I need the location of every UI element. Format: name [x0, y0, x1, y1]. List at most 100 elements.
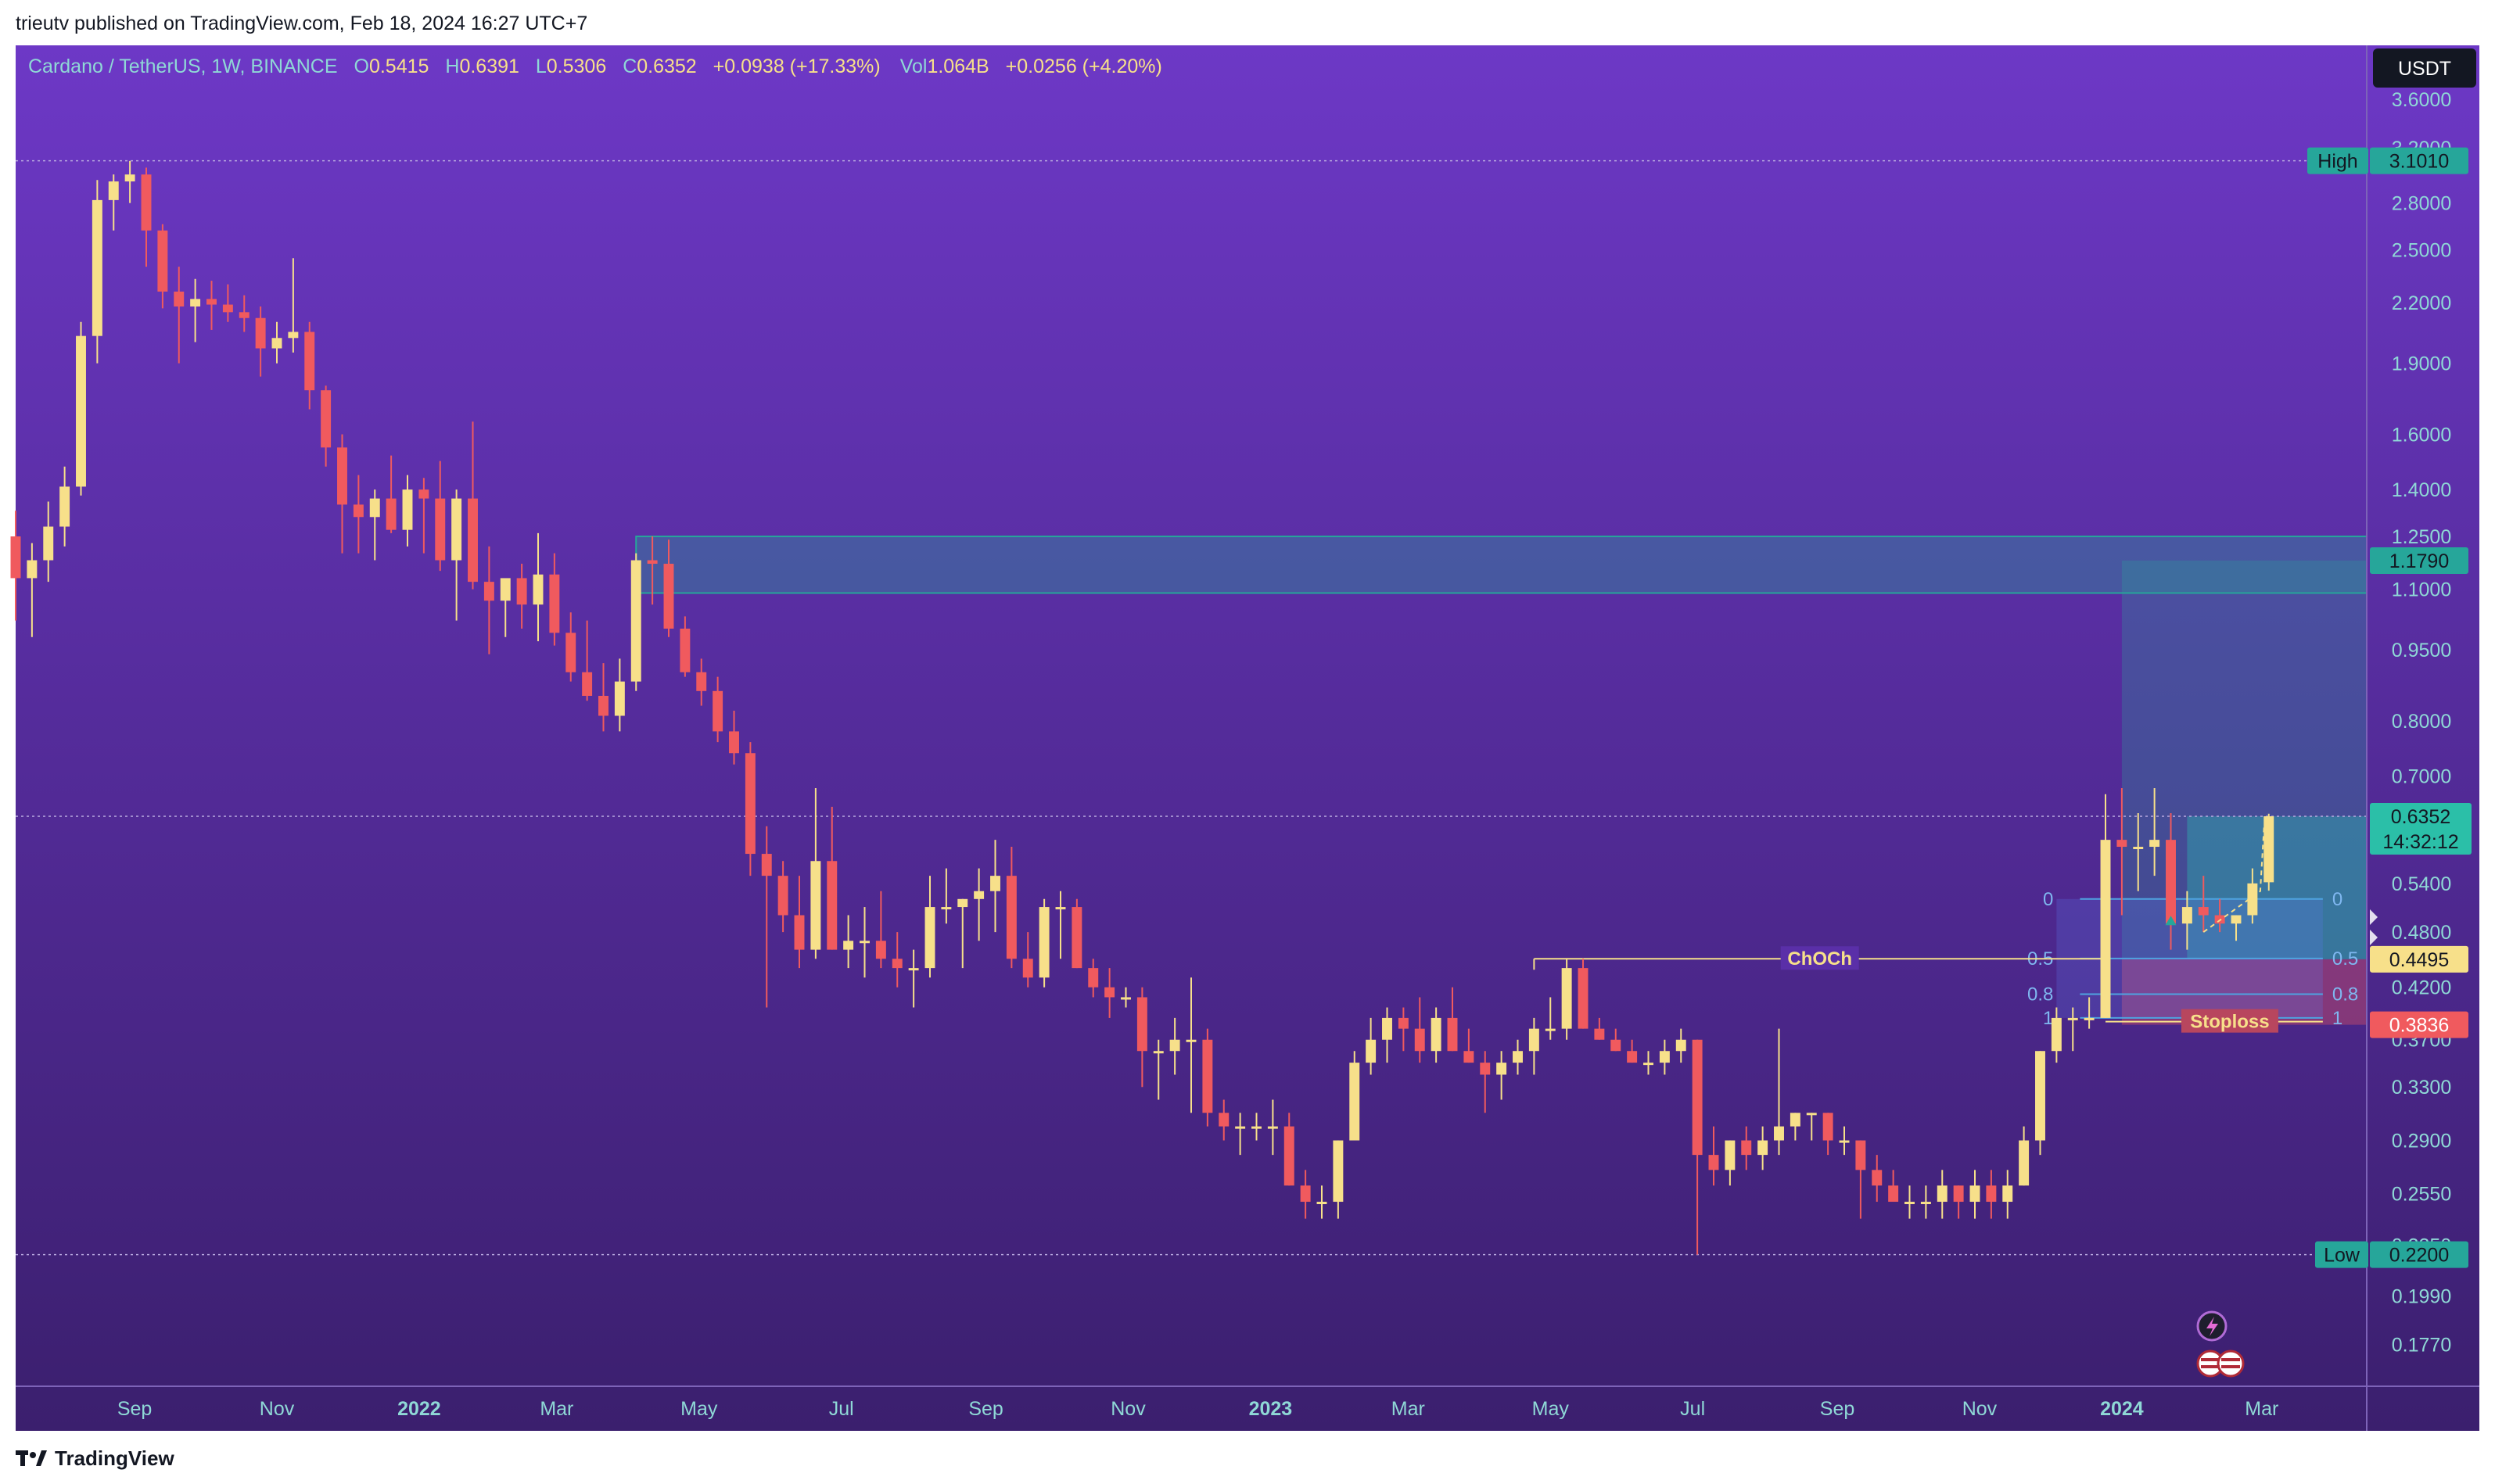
candle[interactable]: [157, 224, 168, 309]
candle[interactable]: [1480, 1051, 1491, 1113]
candle[interactable]: [288, 258, 299, 353]
candle[interactable]: [92, 180, 102, 364]
candle[interactable]: [516, 564, 527, 629]
candle[interactable]: [255, 306, 266, 377]
candle[interactable]: [1283, 1113, 1294, 1186]
candle[interactable]: [1104, 968, 1115, 1018]
candle[interactable]: [59, 466, 70, 547]
candle[interactable]: [2133, 813, 2144, 891]
candle[interactable]: [1888, 1170, 1899, 1203]
candle[interactable]: [1316, 1185, 1327, 1219]
candle[interactable]: [174, 267, 185, 364]
candle[interactable]: [1022, 932, 1033, 988]
candle[interactable]: [875, 891, 886, 969]
candle[interactable]: [2231, 915, 2242, 941]
candle[interactable]: [1447, 987, 1458, 1052]
candle[interactable]: [1708, 1126, 1719, 1186]
candle[interactable]: [713, 676, 723, 743]
supply-zone[interactable]: [635, 536, 2368, 594]
candle[interactable]: [222, 284, 233, 322]
candle[interactable]: [1136, 987, 1147, 1088]
candle[interactable]: [353, 475, 364, 554]
candle[interactable]: [1055, 891, 1066, 959]
candle[interactable]: [860, 907, 870, 978]
candle[interactable]: [1088, 959, 1099, 998]
candle[interactable]: [271, 321, 282, 364]
candle[interactable]: [304, 321, 315, 410]
candle[interactable]: [1333, 1140, 1344, 1219]
candle[interactable]: [908, 949, 919, 1008]
candle[interactable]: [2166, 813, 2176, 950]
last-price-tag[interactable]: 0.6352 14:32:12: [2370, 802, 2472, 855]
lightning-icon[interactable]: [2196, 1310, 2228, 1342]
candle[interactable]: [1937, 1170, 1948, 1219]
candle[interactable]: [1986, 1170, 1997, 1219]
candle[interactable]: [1904, 1185, 1915, 1219]
candle[interactable]: [1872, 1155, 1883, 1203]
tradingview-logo[interactable]: TradingView: [16, 1445, 174, 1471]
candle[interactable]: [1790, 1113, 1800, 1141]
candle[interactable]: [1643, 1051, 1653, 1075]
candle[interactable]: [239, 295, 250, 332]
candle[interactable]: [468, 421, 478, 590]
candle[interactable]: [10, 511, 21, 621]
candle[interactable]: [2263, 813, 2274, 891]
candle[interactable]: [1202, 1028, 1213, 1127]
entry-price-tag[interactable]: 0.4495: [2370, 945, 2468, 973]
candle[interactable]: [1774, 1028, 1784, 1156]
candle[interactable]: [1235, 1113, 1246, 1156]
candle[interactable]: [1741, 1126, 1752, 1170]
candle[interactable]: [1528, 1017, 1539, 1075]
candle[interactable]: [1463, 1028, 1474, 1063]
candle[interactable]: [1349, 1051, 1360, 1141]
candle[interactable]: [647, 536, 658, 605]
candle[interactable]: [386, 455, 397, 533]
candle[interactable]: [451, 489, 462, 621]
candle[interactable]: [1822, 1113, 1833, 1156]
candle[interactable]: [2181, 891, 2192, 950]
candle[interactable]: [810, 787, 821, 959]
candle[interactable]: [777, 861, 788, 933]
candle[interactable]: [402, 475, 413, 547]
candle[interactable]: [1267, 1099, 1278, 1156]
candle[interactable]: [1659, 1039, 1670, 1075]
candle[interactable]: [483, 546, 494, 654]
candle[interactable]: [2149, 787, 2160, 876]
candle[interactable]: [1594, 1017, 1605, 1040]
candle[interactable]: [1969, 1170, 1980, 1219]
candle[interactable]: [1561, 959, 1572, 1040]
candle[interactable]: [729, 710, 739, 765]
candle[interactable]: [990, 840, 1000, 933]
candle[interactable]: [565, 612, 576, 682]
candle[interactable]: [1219, 1099, 1230, 1141]
candle[interactable]: [1725, 1140, 1736, 1186]
candle[interactable]: [337, 434, 347, 554]
candle[interactable]: [1251, 1113, 1262, 1141]
currency-button[interactable]: USDT: [2373, 48, 2476, 88]
candle[interactable]: [141, 167, 152, 267]
candle[interactable]: [663, 539, 674, 637]
candle[interactable]: [2035, 1051, 2045, 1156]
candle[interactable]: [43, 501, 54, 582]
candle[interactable]: [321, 385, 332, 467]
high-price-tag[interactable]: 3.1010: [2370, 147, 2468, 174]
candle[interactable]: [2100, 794, 2111, 1018]
candle[interactable]: [582, 620, 593, 701]
candle[interactable]: [27, 543, 38, 637]
candle[interactable]: [190, 278, 201, 342]
candle[interactable]: [924, 876, 935, 978]
candle[interactable]: [1692, 1039, 1703, 1255]
candle[interactable]: [745, 742, 756, 876]
candle[interactable]: [1513, 1039, 1523, 1075]
candle[interactable]: [1545, 997, 1556, 1040]
candle[interactable]: [630, 553, 641, 691]
candle[interactable]: [761, 826, 772, 1008]
candle[interactable]: [1806, 1113, 1817, 1141]
candle[interactable]: [435, 461, 446, 572]
candle[interactable]: [1414, 997, 1425, 1063]
candle[interactable]: [1153, 1039, 1164, 1100]
candle[interactable]: [2067, 1007, 2078, 1052]
candle[interactable]: [2084, 997, 2095, 1029]
candle[interactable]: [1006, 847, 1017, 969]
